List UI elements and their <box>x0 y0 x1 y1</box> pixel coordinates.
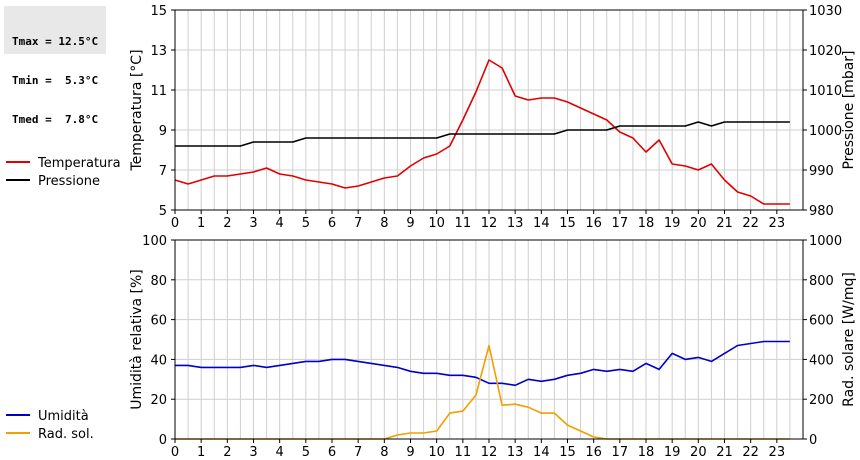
stat-tmin: Tmin = 5.3°C <box>12 74 99 87</box>
y2-tick-label: 980 <box>809 204 834 219</box>
y-tick-label: 9 <box>159 124 167 139</box>
x-tick-label: 12 <box>481 216 498 231</box>
y-tick-label: 13 <box>150 44 167 59</box>
series-line-umidit <box>175 340 790 387</box>
x-tick-label: 4 <box>276 445 284 460</box>
x-tick-label: 3 <box>249 445 257 460</box>
x-tick-label: 18 <box>638 216 655 231</box>
stat-tmax: Tmax = 12.5°C <box>12 35 99 48</box>
x-tick-label: 20 <box>690 216 707 231</box>
x-tick-label: 0 <box>171 445 179 460</box>
x-tick-label: 1 <box>197 445 205 460</box>
x-tick-label: 14 <box>533 216 550 231</box>
x-tick-label: 17 <box>612 216 629 231</box>
y-tick-label: 5 <box>159 204 167 219</box>
x-tick-label: 23 <box>769 216 786 231</box>
x-tick-label: 4 <box>276 216 284 231</box>
y2-axis-label: Pressione [mbar] <box>841 50 857 169</box>
x-tick-label: 16 <box>585 216 602 231</box>
y-tick-label: 7 <box>159 164 167 179</box>
y-tick-label: 40 <box>150 353 167 368</box>
x-tick-label: 1 <box>197 216 205 231</box>
y2-tick-label: 400 <box>809 353 834 368</box>
legend-label: Pressione <box>38 174 100 189</box>
series-line-pressione <box>175 121 790 147</box>
y2-tick-label: 800 <box>809 274 834 289</box>
y2-tick-label: 990 <box>809 164 834 179</box>
y-axis-label: Umidità relativa [%] <box>129 269 145 410</box>
x-tick-label: 11 <box>455 445 472 460</box>
x-tick-label: 11 <box>455 216 472 231</box>
y2-tick-label: 200 <box>809 393 834 408</box>
x-tick-label: 15 <box>559 445 576 460</box>
legend-label: Umidità <box>38 409 89 424</box>
y-axis-label: Temperatura [°C] <box>129 49 145 171</box>
y2-tick-label: 0 <box>809 433 817 448</box>
series-line-temperatura <box>174 59 790 205</box>
y2-tick-label: 1000 <box>809 234 842 249</box>
y-tick-label: 15 <box>150 4 167 19</box>
x-tick-label: 14 <box>533 445 550 460</box>
y-tick-label: 60 <box>150 314 167 329</box>
x-tick-label: 19 <box>664 445 681 460</box>
x-tick-label: 21 <box>716 445 733 460</box>
x-tick-label: 10 <box>428 445 445 460</box>
y2-tick-label: 1010 <box>809 84 842 99</box>
y-tick-label: 20 <box>150 393 167 408</box>
x-tick-label: 10 <box>428 216 445 231</box>
x-tick-label: 7 <box>354 216 362 231</box>
stats-box: Tmax = 12.5°C Tmin = 5.3°C Tmed = 7.8°C <box>4 6 106 126</box>
x-tick-label: 9 <box>406 216 414 231</box>
x-tick-label: 22 <box>742 216 759 231</box>
x-tick-label: 18 <box>638 445 655 460</box>
x-tick-label: 12 <box>481 445 498 460</box>
y2-tick-label: 1020 <box>809 44 842 59</box>
x-tick-label: 6 <box>328 216 336 231</box>
x-tick-label: 13 <box>507 216 524 231</box>
y-tick-label: 80 <box>150 274 167 289</box>
x-tick-label: 20 <box>690 445 707 460</box>
x-tick-label: 22 <box>742 445 759 460</box>
y-tick-label: 0 <box>159 433 167 448</box>
x-tick-label: 0 <box>171 216 179 231</box>
x-tick-label: 15 <box>559 216 576 231</box>
y2-tick-label: 1030 <box>809 4 842 19</box>
x-tick-label: 23 <box>769 445 786 460</box>
y-tick-label: 100 <box>142 234 167 249</box>
x-tick-label: 5 <box>302 445 310 460</box>
x-tick-label: 19 <box>664 216 681 231</box>
x-tick-label: 9 <box>406 445 414 460</box>
x-tick-label: 2 <box>223 216 231 231</box>
y-tick-label: 11 <box>150 84 167 99</box>
x-tick-label: 21 <box>716 216 733 231</box>
x-tick-label: 2 <box>223 445 231 460</box>
y2-tick-label: 600 <box>809 314 834 329</box>
x-tick-label: 13 <box>507 445 524 460</box>
legend-label: Temperatura <box>37 156 121 171</box>
y2-tick-label: 1000 <box>809 124 842 139</box>
x-tick-label: 8 <box>380 216 388 231</box>
x-tick-label: 5 <box>302 216 310 231</box>
x-tick-label: 6 <box>328 445 336 460</box>
legend-label: Rad. sol. <box>38 427 94 442</box>
x-tick-label: 17 <box>612 445 629 460</box>
x-tick-label: 16 <box>585 445 602 460</box>
x-tick-label: 8 <box>380 445 388 460</box>
stat-tmed: Tmed = 7.8°C <box>12 113 99 126</box>
y2-axis-label: Rad. solare [W/mq] <box>841 272 857 407</box>
x-tick-label: 7 <box>354 445 362 460</box>
x-tick-label: 3 <box>249 216 257 231</box>
